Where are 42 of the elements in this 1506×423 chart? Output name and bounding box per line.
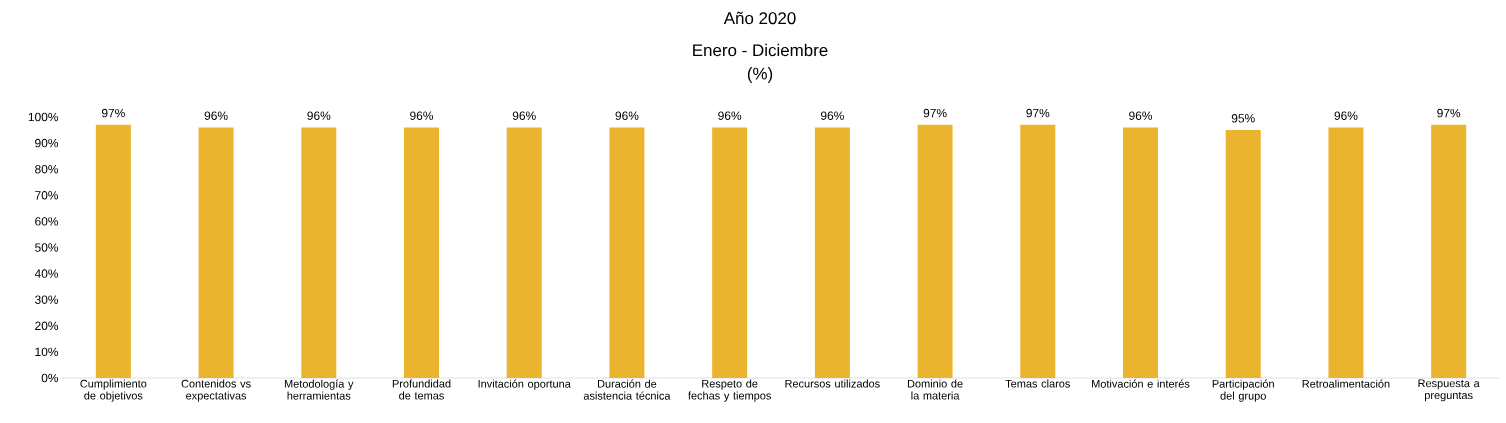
data-label: 96% (1129, 111, 1153, 120)
x-tick-label: Temas claros (1005, 379, 1070, 388)
y-tick-label: 20% (35, 321, 59, 331)
data-label: 95% (1231, 114, 1255, 123)
data-label: 97% (101, 108, 125, 118)
data-label: 97% (1437, 108, 1461, 118)
data-label: 96% (1334, 111, 1358, 120)
y-tick-label: 70% (35, 191, 59, 200)
chart-title: Año 2020 (723, 11, 796, 25)
y-tick-label: 0% (41, 373, 59, 383)
data-label: 96% (512, 111, 536, 120)
x-tick-label: Motivación e interés (1092, 379, 1190, 388)
text: (%) (747, 67, 773, 83)
x-tick-label: Metodología y herramientas (284, 379, 354, 400)
y-tick-label: 100% (28, 112, 59, 122)
data-label: 97% (1026, 108, 1050, 118)
data-label: 97% (923, 108, 947, 118)
x-tick-label: Dominio de la materia (907, 379, 963, 400)
y-tick-label: 50% (35, 243, 59, 252)
data-label: 96% (307, 111, 331, 120)
y-tick-label: 90% (35, 138, 59, 148)
y-tick-label: 40% (34, 269, 59, 278)
x-tick-label: Cumplimiento de objetivos (80, 379, 147, 402)
data-label: 96% (718, 111, 742, 120)
x-tick-label: Respuesta a preguntas (1418, 379, 1480, 402)
x-tick-label: Duración de asistencia técnica (583, 379, 671, 400)
x-tick-label: Participación del grupo (1212, 379, 1274, 402)
x-tick-label: Invitación oportuna (478, 379, 571, 390)
data-label: 96% (410, 111, 434, 120)
y-tick-label: 60% (35, 217, 59, 226)
data-label: 96% (204, 111, 228, 120)
data-label: 96% (615, 111, 639, 120)
y-tick-label: 30% (35, 295, 59, 304)
y-tick-label: 10% (35, 347, 59, 357)
x-tick-label: Retroalimentación (1302, 379, 1390, 388)
x-tick-label: Contenidos vs expectativas (181, 379, 251, 402)
x-tick-label: Respeto de fechas y tiempos (688, 379, 771, 402)
x-tick-label: Recursos utilizados (785, 379, 880, 388)
y-tick-label: 80% (35, 164, 59, 174)
x-tick-label: Profundidad de temas (392, 379, 451, 400)
chart-subtitle: Enero - Diciembre (693, 43, 828, 57)
data-label: 96% (820, 111, 844, 120)
